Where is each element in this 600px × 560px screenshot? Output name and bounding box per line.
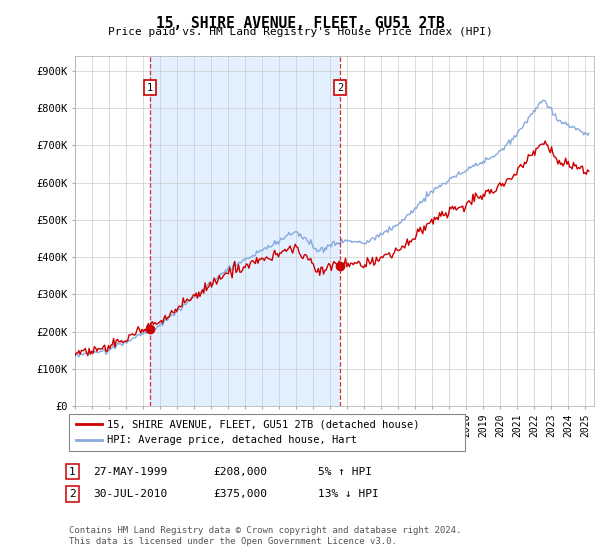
Text: 15, SHIRE AVENUE, FLEET, GU51 2TB (detached house): 15, SHIRE AVENUE, FLEET, GU51 2TB (detac… [107,419,419,429]
Text: 1: 1 [147,83,154,92]
Text: 30-JUL-2010: 30-JUL-2010 [93,489,167,499]
Text: 13% ↓ HPI: 13% ↓ HPI [318,489,379,499]
Text: Price paid vs. HM Land Registry's House Price Index (HPI): Price paid vs. HM Land Registry's House … [107,27,493,37]
Text: 27-MAY-1999: 27-MAY-1999 [93,466,167,477]
Text: 2: 2 [337,83,343,92]
Text: 2: 2 [69,489,76,499]
Bar [150,56,340,406]
Text: £208,000: £208,000 [213,466,267,477]
Text: Contains HM Land Registry data © Crown copyright and database right 2024.
This d: Contains HM Land Registry data © Crown c… [69,526,461,546]
Text: HPI: Average price, detached house, Hart: HPI: Average price, detached house, Hart [107,436,357,445]
Text: 15, SHIRE AVENUE, FLEET, GU51 2TB: 15, SHIRE AVENUE, FLEET, GU51 2TB [155,16,445,31]
Text: 1: 1 [69,466,76,477]
Text: 5% ↑ HPI: 5% ↑ HPI [318,466,372,477]
Text: £375,000: £375,000 [213,489,267,499]
